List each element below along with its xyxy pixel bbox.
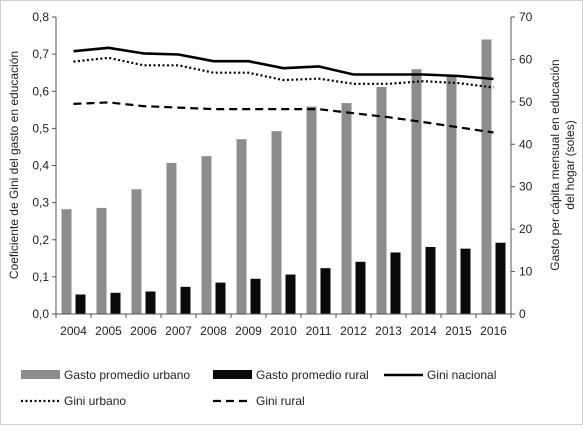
x-tick-label: 2009 [235, 324, 262, 338]
bar-rural-2016 [495, 242, 506, 314]
legend: Gasto promedio urbano Gasto promedio rura… [21, 368, 496, 408]
y2-tick-label: 30 [519, 180, 533, 194]
y-tick-label: 0,1 [32, 270, 49, 284]
x-tick-label: 2014 [410, 324, 437, 338]
line-gini-urbano [73, 56, 494, 89]
y-tick-label: 0,0 [32, 307, 49, 321]
legend-label-gasto-promedio-urbano: Gasto promedio urbano [64, 368, 190, 382]
bar-rural-2012 [355, 261, 366, 314]
line-gini-rural [73, 101, 494, 134]
y-tick-label: 0,4 [32, 159, 49, 173]
bar-rural-2013 [390, 252, 401, 314]
x-tick-label: 2016 [480, 324, 507, 338]
y2-axis-title-line1: Gasto per cápita mensual en educación [548, 59, 562, 270]
bar-urban-2011 [306, 106, 317, 314]
bar-urban-2008 [201, 156, 212, 314]
bar-urban-2009 [236, 139, 247, 314]
bar-rural-2010 [285, 274, 296, 314]
y-tick-label: 0,5 [32, 121, 49, 135]
line-gini-nacional [73, 46, 494, 81]
legend-label-gini-nacional: Gini nacional [427, 368, 496, 382]
bar-rural-2015 [460, 248, 471, 314]
y-tick-label: 0,6 [32, 84, 49, 98]
bar-rural-2009 [250, 278, 261, 314]
bar-urban-2012 [341, 103, 352, 314]
x-tick-label: 2008 [200, 324, 227, 338]
x-tick-label: 2015 [445, 324, 472, 338]
axes-layer: 0,0 0,1 0,2 0,3 0,4 0,5 0,6 0,7 0,8 0 10 20 30 40 50 60… [32, 10, 532, 338]
y2-tick-label: 70 [519, 10, 533, 24]
legend-label-gini-urbano: Gini urbano [64, 394, 126, 408]
y2-tick-label: 40 [519, 137, 533, 151]
bar-rural-2014 [425, 246, 436, 314]
y2-tick-label: 0 [519, 307, 526, 321]
y2-tick-label: 10 [519, 265, 533, 279]
bar-urban-2016 [481, 39, 492, 314]
bar-rural-2006 [145, 291, 156, 314]
bar-urban-2004 [61, 209, 72, 314]
x-tick-label: 2006 [130, 324, 157, 338]
x-tick-label: 2013 [375, 324, 402, 338]
x-tick-label: 2007 [165, 324, 192, 338]
bar-urban-2015 [446, 75, 457, 315]
y-tick-label: 0,8 [32, 10, 49, 24]
bar-rural-2007 [180, 286, 191, 314]
bar-urban-2013 [376, 87, 387, 314]
x-tick-label: 2011 [306, 324, 332, 338]
bar-rural-2005 [110, 292, 121, 314]
bar-urban-2010 [271, 131, 282, 314]
bar-urban-2014 [411, 69, 422, 315]
y2-tick-label: 60 [519, 52, 533, 66]
x-tick-label: 2012 [340, 324, 367, 338]
y-tick-label: 0,7 [32, 47, 49, 61]
bar-urban-2006 [131, 189, 142, 314]
legend-label-gasto-promedio-rural: Gasto promedio rural [256, 368, 369, 382]
bar-rural-2004 [75, 294, 86, 314]
bar-rural-2008 [215, 282, 226, 314]
bars-layer [61, 39, 506, 315]
x-tick-label: 2010 [270, 324, 297, 338]
bar-rural-2011 [320, 268, 331, 314]
x-tick-label: 2004 [60, 324, 87, 338]
y-axis-title: Coeficiente de Gini del gasto en educaci… [7, 51, 21, 279]
y2-axis-title-line2: del hogar (soles) [563, 120, 577, 209]
y2-tick-label: 20 [519, 222, 533, 236]
x-tick-label: 2005 [95, 324, 122, 338]
y-tick-label: 0,2 [32, 233, 49, 247]
lines-layer [73, 46, 494, 134]
legend-label-gini-rural: Gini rural [256, 394, 305, 408]
bar-urban-2005 [96, 207, 107, 314]
y-tick-label: 0,3 [32, 196, 49, 210]
legend-swatch-gasto-promedio-rural [213, 370, 252, 379]
y2-tick-label: 50 [519, 95, 533, 109]
bar-urban-2007 [166, 162, 177, 314]
legend-swatch-gasto-promedio-urbano [21, 370, 60, 379]
